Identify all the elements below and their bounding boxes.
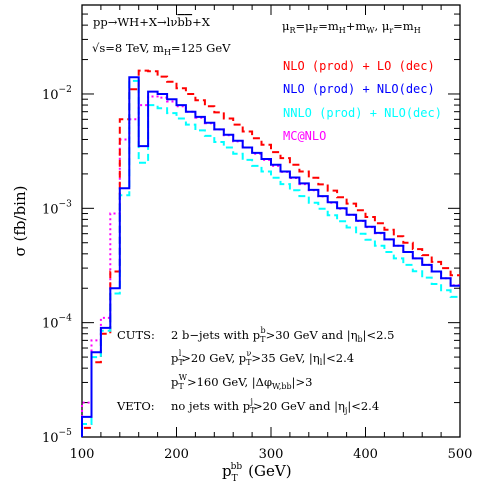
y-tick-label: 10−3 [42, 199, 72, 217]
series-line-3 [81, 79, 460, 437]
legend: NLO (prod) + LO (dec) NLO (prod) + NLO(de… [283, 59, 442, 143]
cuts-title: CUTS: [117, 328, 155, 342]
axis-ticks [81, 4, 461, 438]
x-tick-label: 500 [448, 447, 473, 462]
y-tick-label: 10−4 [42, 314, 72, 332]
cut-line-2: pTl>20 GeV, pTν>35 GeV, |ηl|<2.4 [171, 349, 354, 367]
legend-entry-4: MC@NLO [283, 129, 326, 143]
veto-title: VETO: [116, 399, 155, 413]
y-tick-labels: 10−5 10−4 10−3 10−2 [42, 85, 72, 446]
scale-label: μR=μF=mH+mW, μr=mH [282, 19, 421, 35]
series-line-1 [81, 69, 460, 437]
legend-entry-2: NLO (prod) + NLO(dec) [283, 82, 435, 96]
x-axis-label: pTbb (GeV) [222, 462, 292, 484]
x-tick-labels: 100 200 300 400 500 [70, 447, 473, 462]
energy-label: √s=8 TeV, mH=125 GeV [92, 41, 231, 57]
series-line-4 [81, 95, 460, 437]
series-layer [81, 69, 460, 437]
x-tick-label: 300 [259, 447, 284, 462]
x-tick-label: 100 [70, 447, 95, 462]
y-axis-label: σ (fb/bin) [11, 186, 29, 257]
cut-line-3: pTW>160 GeV, |ΔφW,bb|>3 [171, 373, 312, 391]
cut-line-1: 2 b−jets with pTb>30 GeV and |ηb|<2.5 [171, 326, 394, 344]
y-tick-label: 10−5 [42, 428, 72, 446]
x-tick-label: 200 [164, 447, 189, 462]
legend-entry-3: NNLO (prod) + NLO(dec) [283, 106, 442, 120]
process-label: pp→WH+X→lνbb+X [93, 15, 211, 29]
veto-line: no jets with pTj>20 GeV and |ηj|<2.4 [171, 397, 379, 415]
y-tick-label: 10−2 [42, 85, 72, 103]
x-tick-label: 400 [353, 447, 378, 462]
legend-entry-1: NLO (prod) + LO (dec) [283, 59, 435, 73]
series-line-2 [81, 76, 460, 437]
